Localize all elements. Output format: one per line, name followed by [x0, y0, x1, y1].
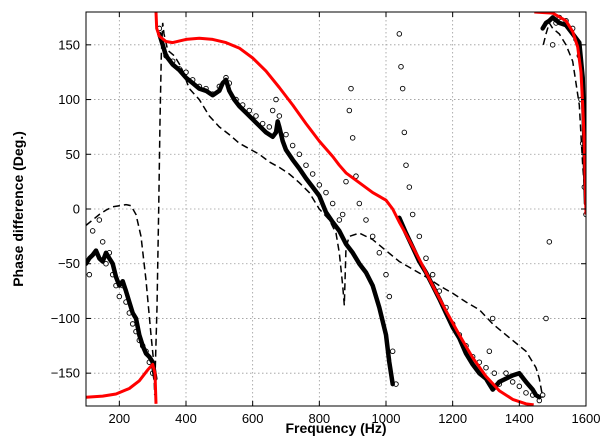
- data-point: [516, 383, 523, 390]
- y-tick-label: −50: [58, 256, 80, 271]
- data-point: [429, 271, 436, 278]
- x-tick-label: 1000: [372, 411, 401, 426]
- data-point: [253, 113, 259, 119]
- data-point: [339, 211, 346, 218]
- data-point: [491, 370, 498, 376]
- x-tick-label: 1400: [505, 411, 534, 426]
- y-tick-label: 100: [58, 92, 80, 107]
- data-point: [389, 348, 396, 355]
- data-point: [116, 293, 123, 300]
- data-point: [483, 364, 489, 371]
- y-axis-label: Phase difference (Deg.): [10, 131, 26, 287]
- data-point: [96, 217, 103, 223]
- data-point: [416, 233, 423, 240]
- data-point: [399, 85, 406, 92]
- series-line: [86, 248, 158, 381]
- series-line: [157, 31, 395, 387]
- series-dashed-black: [86, 21, 586, 398]
- data-point: [336, 217, 343, 223]
- data-point: [523, 390, 529, 396]
- data-point: [376, 250, 383, 256]
- x-tick-label: 200: [108, 411, 130, 426]
- data-point: [403, 162, 409, 168]
- data-point: [356, 200, 363, 207]
- data-point: [99, 239, 106, 245]
- data-point: [343, 178, 349, 185]
- x-tick-label: 600: [242, 411, 264, 426]
- data-point: [303, 162, 309, 168]
- data-point: [489, 315, 496, 322]
- data-point: [549, 42, 556, 48]
- x-axis-label: Frequency (Hz): [285, 420, 386, 436]
- data-point: [89, 228, 96, 234]
- data-point: [369, 233, 376, 240]
- data-point: [259, 120, 266, 127]
- data-point: [323, 189, 329, 196]
- data-point: [509, 379, 516, 385]
- data-point: [309, 171, 316, 177]
- data-point: [398, 63, 404, 70]
- series-solid-red-thick: [86, 12, 586, 406]
- data-point: [401, 129, 408, 136]
- data-point: [543, 315, 549, 322]
- data-point: [503, 370, 509, 376]
- series-line: [86, 203, 156, 396]
- data-point: [129, 321, 136, 327]
- series-line: [86, 362, 158, 404]
- y-tick-label: 150: [58, 37, 80, 52]
- x-tick-label: 400: [175, 411, 197, 426]
- data-point: [269, 107, 276, 114]
- data-point: [363, 217, 369, 223]
- data-point: [86, 271, 93, 278]
- data-point: [246, 107, 253, 114]
- data-point: [289, 142, 296, 149]
- data-point: [316, 182, 323, 188]
- y-tick-label: 50: [66, 147, 80, 162]
- data-point: [349, 135, 356, 141]
- data-point: [406, 184, 413, 190]
- data-point: [266, 124, 273, 130]
- data-point: [296, 151, 303, 158]
- data-point: [276, 113, 283, 119]
- data-point: [486, 348, 493, 355]
- x-tick-label: 1600: [572, 411, 601, 426]
- series-line: [542, 21, 586, 210]
- series-line: [540, 15, 586, 206]
- data-point: [103, 260, 109, 267]
- data-point: [273, 96, 279, 103]
- data-point: [346, 107, 353, 114]
- data-point: [329, 200, 336, 207]
- y-tick-label: −150: [51, 366, 80, 381]
- x-tick-label: 800: [308, 411, 330, 426]
- data-point: [348, 85, 354, 92]
- y-tick-label: −100: [51, 311, 80, 326]
- data-point: [283, 131, 289, 138]
- data-point: [539, 392, 546, 398]
- y-tick-label: 0: [73, 202, 80, 217]
- series-layer: [86, 12, 586, 406]
- data-point: [396, 31, 403, 37]
- series-black-thick-markers: [86, 15, 586, 400]
- data-point: [409, 211, 416, 218]
- data-point: [423, 255, 429, 261]
- data-point: [386, 293, 393, 300]
- x-tick-label: 1200: [438, 411, 467, 426]
- tick-layer: 200 400 600 800 1000 1200 1400 1600 −150 −100 −50 0…: [51, 12, 601, 426]
- data-point: [546, 239, 553, 245]
- series-line: [154, 12, 534, 406]
- series-line: [534, 12, 586, 215]
- data-point: [383, 271, 389, 278]
